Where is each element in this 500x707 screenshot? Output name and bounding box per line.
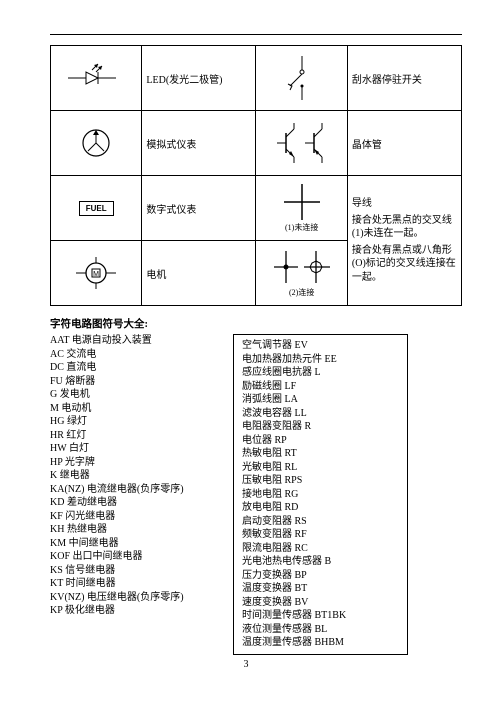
label-text: 刮水器停驻开关 [352, 75, 422, 86]
symbol-cell: FUEL [51, 176, 142, 241]
legend-item: 励磁线圈 LF [242, 380, 399, 394]
legend-item: 光电池热电传感器 B [242, 555, 399, 569]
wiper-switch-icon [282, 56, 322, 100]
legend-item: 电加热器加热元件 EE [242, 353, 399, 367]
symbol-cell [51, 46, 142, 111]
wire-not-connected-icon [282, 184, 322, 220]
legend-item: KP 极化继电器 [50, 604, 215, 618]
table-row: LED(发光二极管) 刮水器停驻开关 [51, 46, 462, 111]
legend-item: 滤波电容器 LL [242, 407, 399, 421]
table-row: FUEL 数字式仪表 (1)未连接 导线 接合处无黑点的交叉线(1)未连在一起。… [51, 176, 462, 241]
legend-item: KD 差动继电器 [50, 496, 215, 510]
legend-item: 限流电阻器 RC [242, 542, 399, 556]
legend-item: KOF 出口中间继电器 [50, 550, 215, 564]
legend-item: 光敏电阻 RL [242, 461, 399, 475]
legend-item: AC 交流电 [50, 348, 215, 362]
legend-left-column: AAT 电源自动投入装置AC 交流电DC 直流电FU 熔断器G 发电机M 电动机… [50, 334, 215, 618]
label-text: 数字式仪表 [146, 205, 196, 216]
legend-item: HP 光字牌 [50, 456, 215, 470]
symbol-cell: (1)未连接 [256, 176, 347, 241]
legend-item: DC 直流电 [50, 361, 215, 375]
symbol-cell [256, 111, 347, 176]
legend-item: 空气调节器 EV [242, 339, 399, 353]
legend-item: KF 闪光继电器 [50, 510, 215, 524]
legend-item: 启动变阻器 RS [242, 515, 399, 529]
legend-item: 压敏电阻 RPS [242, 474, 399, 488]
analog-gauge-icon [78, 125, 114, 161]
legend-right-box: 空气调节器 EV电加热器加热元件 EE感应线圈电抗器 L励磁线圈 LF消弧线圈 … [233, 334, 408, 655]
svg-text:M: M [93, 271, 99, 278]
legend-item: HW 白灯 [50, 442, 215, 456]
label-cell: LED(发光二极管) [142, 46, 256, 111]
legend-title: 字符电路图符号大全: [50, 316, 462, 331]
symbol-cell: M [51, 241, 142, 306]
legend-item: KT 时间继电器 [50, 577, 215, 591]
right-merged-text: 导线 [352, 197, 457, 211]
legend-item: KV(NZ) 电压继电器(负序零序) [50, 591, 215, 605]
legend-item: 感应线圈电抗器 L [242, 366, 399, 380]
legend-item: KM 中间继电器 [50, 537, 215, 551]
symbol-cell [51, 111, 142, 176]
label-cell: 刮水器停驻开关 [347, 46, 461, 111]
label-cell: 数字式仪表 [142, 176, 256, 241]
motor-icon: M [74, 255, 118, 291]
right-merged-text: 接合处有黑点或八角形(O)标记的交叉线连接在一起。 [352, 244, 457, 285]
legend-item: KH 热继电器 [50, 523, 215, 537]
digital-gauge-icon: FUEL [79, 201, 114, 216]
label-text: 模拟式仪表 [146, 140, 196, 151]
legend-item: HR 红灯 [50, 429, 215, 443]
symbol-caption: (1)未连接 [260, 222, 342, 233]
right-merged-cell: 导线 接合处无黑点的交叉线(1)未连在一起。 接合处有黑点或八角形(O)标记的交… [347, 176, 461, 306]
legend-item: AAT 电源自动投入装置 [50, 334, 215, 348]
transistor-pair-icon [272, 123, 332, 163]
right-merged-text: 接合处无黑点的交叉线(1)未连在一起。 [352, 214, 457, 241]
label-cell: 晶体管 [347, 111, 461, 176]
legend-item: FU 熔断器 [50, 375, 215, 389]
legend-item: KA(NZ) 电流继电器(负序零序) [50, 483, 215, 497]
top-rule [50, 34, 462, 35]
table-row: 模拟式仪表 [51, 111, 462, 176]
label-cell: 模拟式仪表 [142, 111, 256, 176]
legend-item: 电位器 RP [242, 434, 399, 448]
legend-item: 速度变换器 BV [242, 596, 399, 610]
legend-item: 热敏电阻 RT [242, 447, 399, 461]
legend-item: 放电电阻 RD [242, 501, 399, 515]
label-cell: 电机 [142, 241, 256, 306]
symbol-cell [256, 46, 347, 111]
legend-item: HG 绿灯 [50, 415, 215, 429]
legend-wrapper: AAT 电源自动投入装置AC 交流电DC 直流电FU 熔断器G 发电机M 电动机… [50, 334, 462, 655]
label-text: LED(发光二极管) [146, 75, 222, 86]
symbol-table: LED(发光二极管) 刮水器停驻开关 [50, 45, 462, 306]
legend-item: 温度变换器 BT [242, 582, 399, 596]
legend-item: M 电动机 [50, 402, 215, 416]
label-text: 晶体管 [352, 140, 382, 151]
legend-item: G 发电机 [50, 388, 215, 402]
symbol-caption: (2)连接 [260, 287, 342, 298]
page-number: 3 [30, 659, 462, 670]
legend-item: 压力变换器 BP [242, 569, 399, 583]
legend-item: 消弧线圈 LA [242, 393, 399, 407]
label-text: 电机 [146, 270, 166, 281]
legend-item: 接地电阻 RG [242, 488, 399, 502]
legend-item: 频敏变阻器 RF [242, 528, 399, 542]
legend-item: 时间测量传感器 BT1BK [242, 609, 399, 623]
legend-item: 温度测量传感器 BHBM [242, 636, 399, 650]
legend-item: 液位测量传感器 BL [242, 623, 399, 637]
legend-item: KS 信号继电器 [50, 564, 215, 578]
led-icon [66, 62, 126, 94]
legend-item: K 继电器 [50, 469, 215, 483]
legend-item: 电阻器变阻器 R [242, 420, 399, 434]
wire-connected-icon [272, 249, 332, 285]
symbol-cell: (2)连接 [256, 241, 347, 306]
